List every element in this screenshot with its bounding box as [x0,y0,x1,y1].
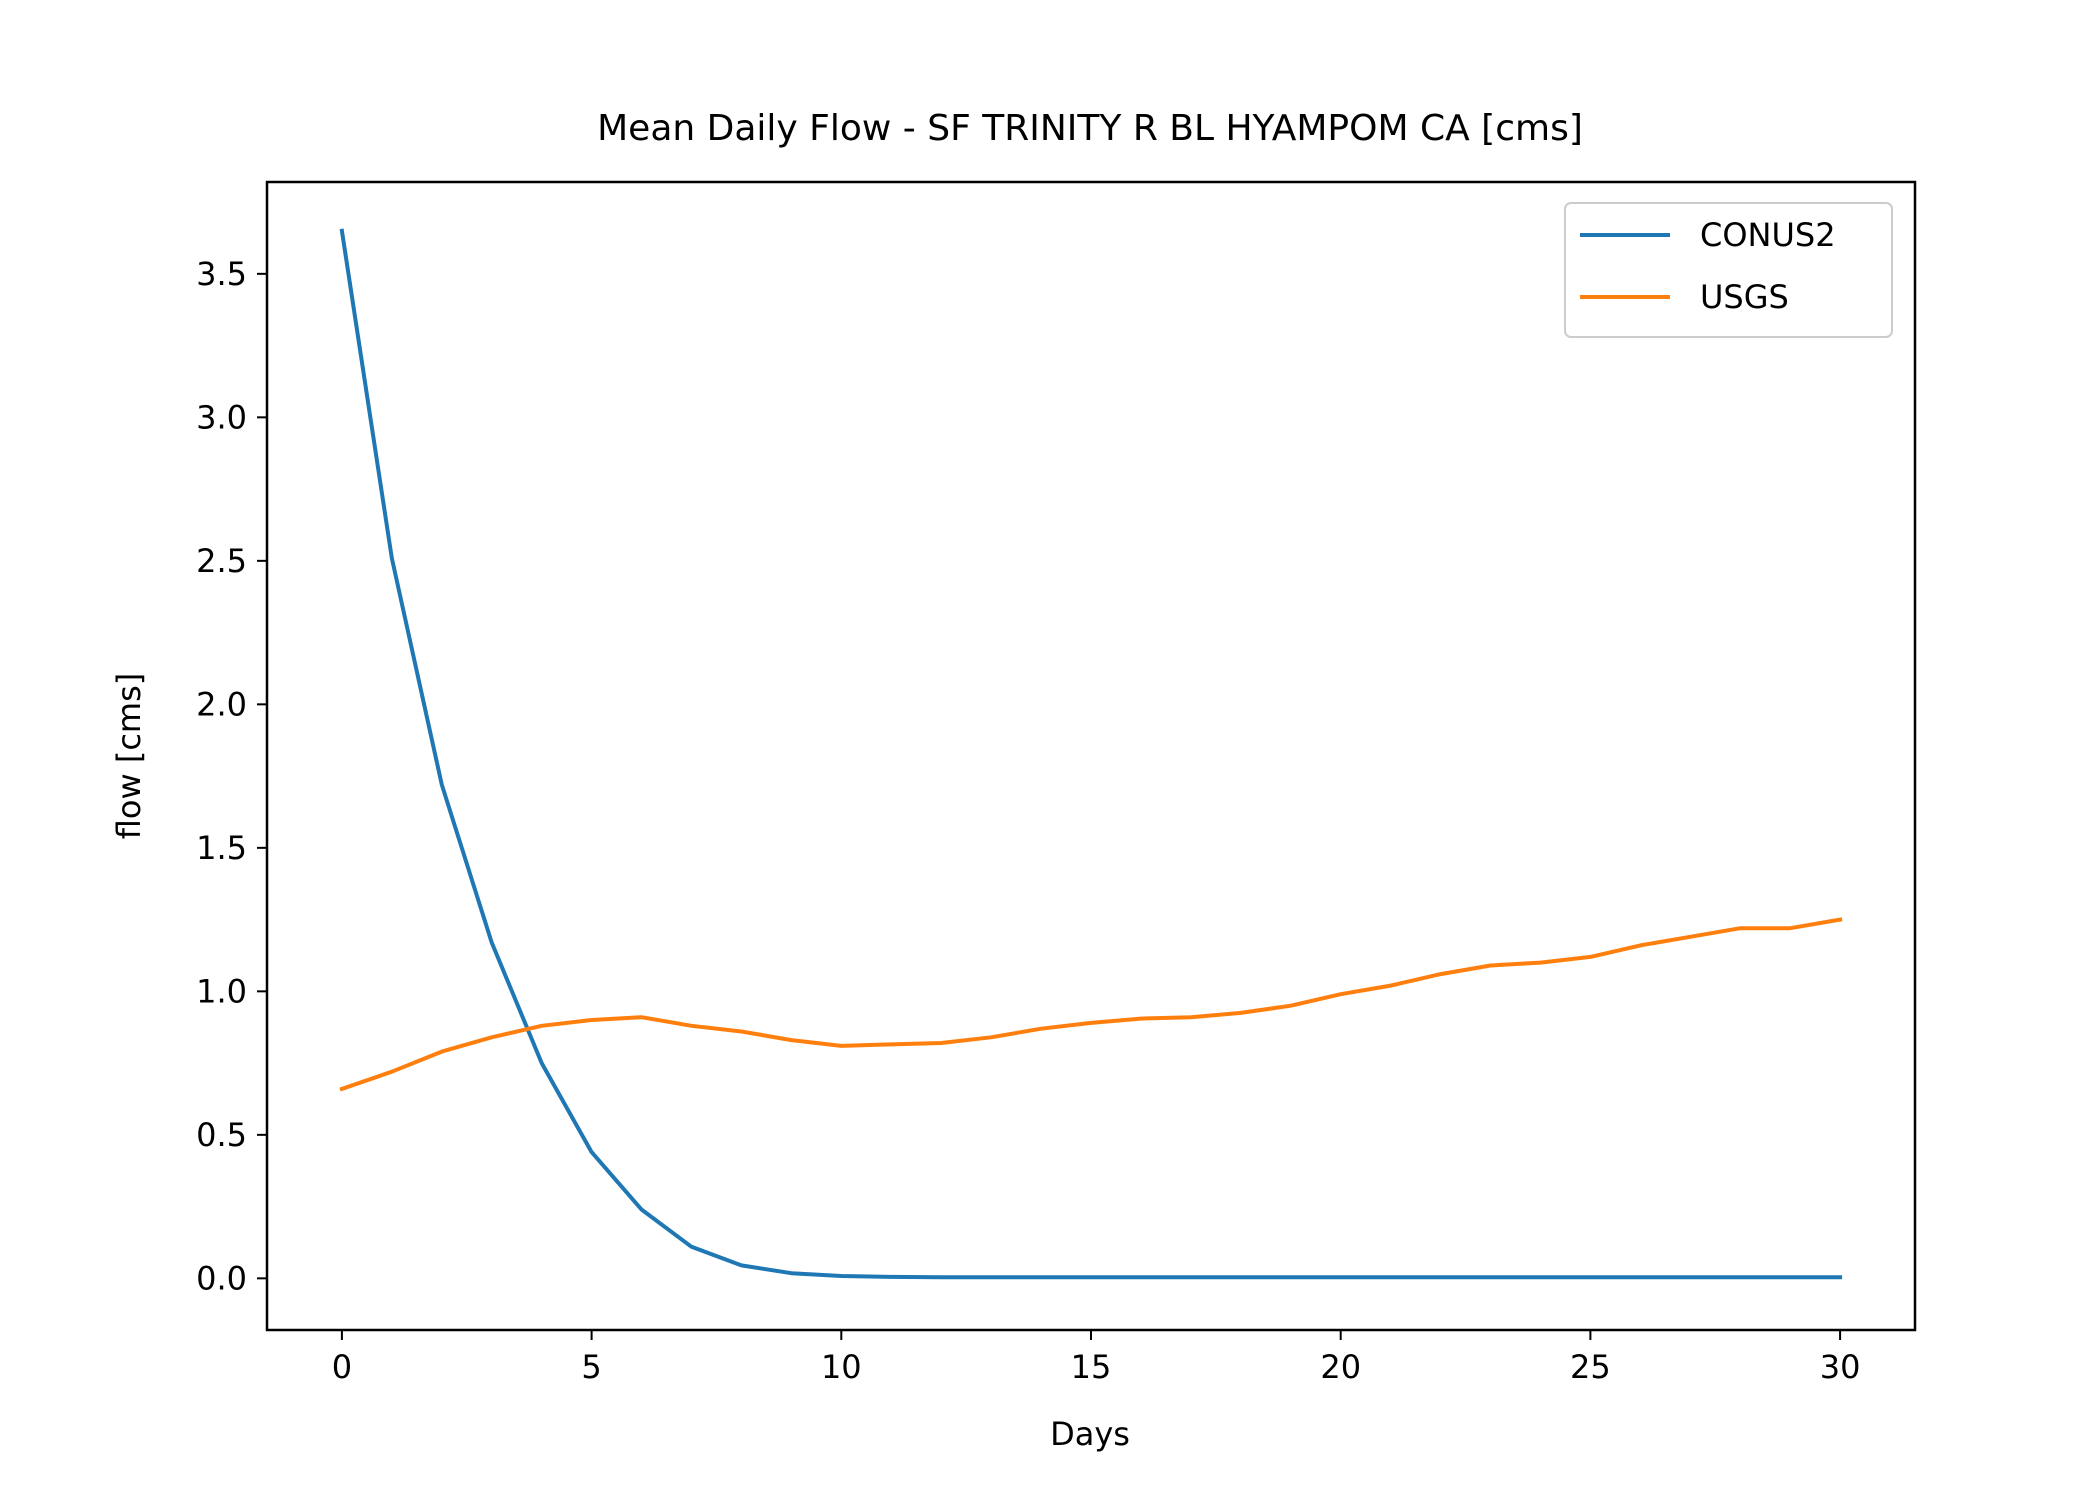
y-tick-label: 0.0 [196,1259,247,1297]
x-tick-label: 30 [1820,1348,1861,1386]
y-tick-label: 0.5 [196,1116,247,1154]
x-axis-label: Days [1050,1415,1130,1453]
series-line-usgs [339,917,1843,1092]
x-axis: 0 5 10 15 20 25 30 [332,1330,1861,1386]
x-tick-label: 25 [1570,1348,1611,1386]
x-tick-label: 5 [581,1348,601,1386]
series-line-conus2 [339,228,1843,1280]
x-tick-label: 10 [821,1348,862,1386]
y-tick-label: 3.0 [196,398,247,436]
x-tick-label: 15 [1071,1348,1112,1386]
y-tick-label: 1.5 [196,829,247,867]
y-tick-label: 2.5 [196,542,247,580]
y-tick-label: 3.5 [196,255,247,293]
x-tick-label: 20 [1320,1348,1361,1386]
plot-lines [339,228,1843,1280]
plot-frame [265,180,1917,1332]
y-tick-label: 1.0 [196,972,247,1010]
legend-label-usgs: USGS [1700,278,1789,316]
legend: CONUS2 USGS [1564,202,1893,338]
legend-label-conus2: CONUS2 [1700,216,1836,254]
y-tick-label: 2.0 [196,685,247,723]
y-axis: 0.0 0.5 1.0 1.5 2.0 2.5 3.0 3.5 [196,255,267,1297]
x-tick-label: 0 [332,1348,352,1386]
chart-title: Mean Daily Flow - SF TRINITY R BL HYAMPO… [597,108,1583,149]
y-axis-label: flow [cms] [110,673,148,839]
